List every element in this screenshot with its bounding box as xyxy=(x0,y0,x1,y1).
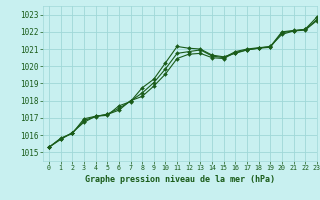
X-axis label: Graphe pression niveau de la mer (hPa): Graphe pression niveau de la mer (hPa) xyxy=(85,175,275,184)
